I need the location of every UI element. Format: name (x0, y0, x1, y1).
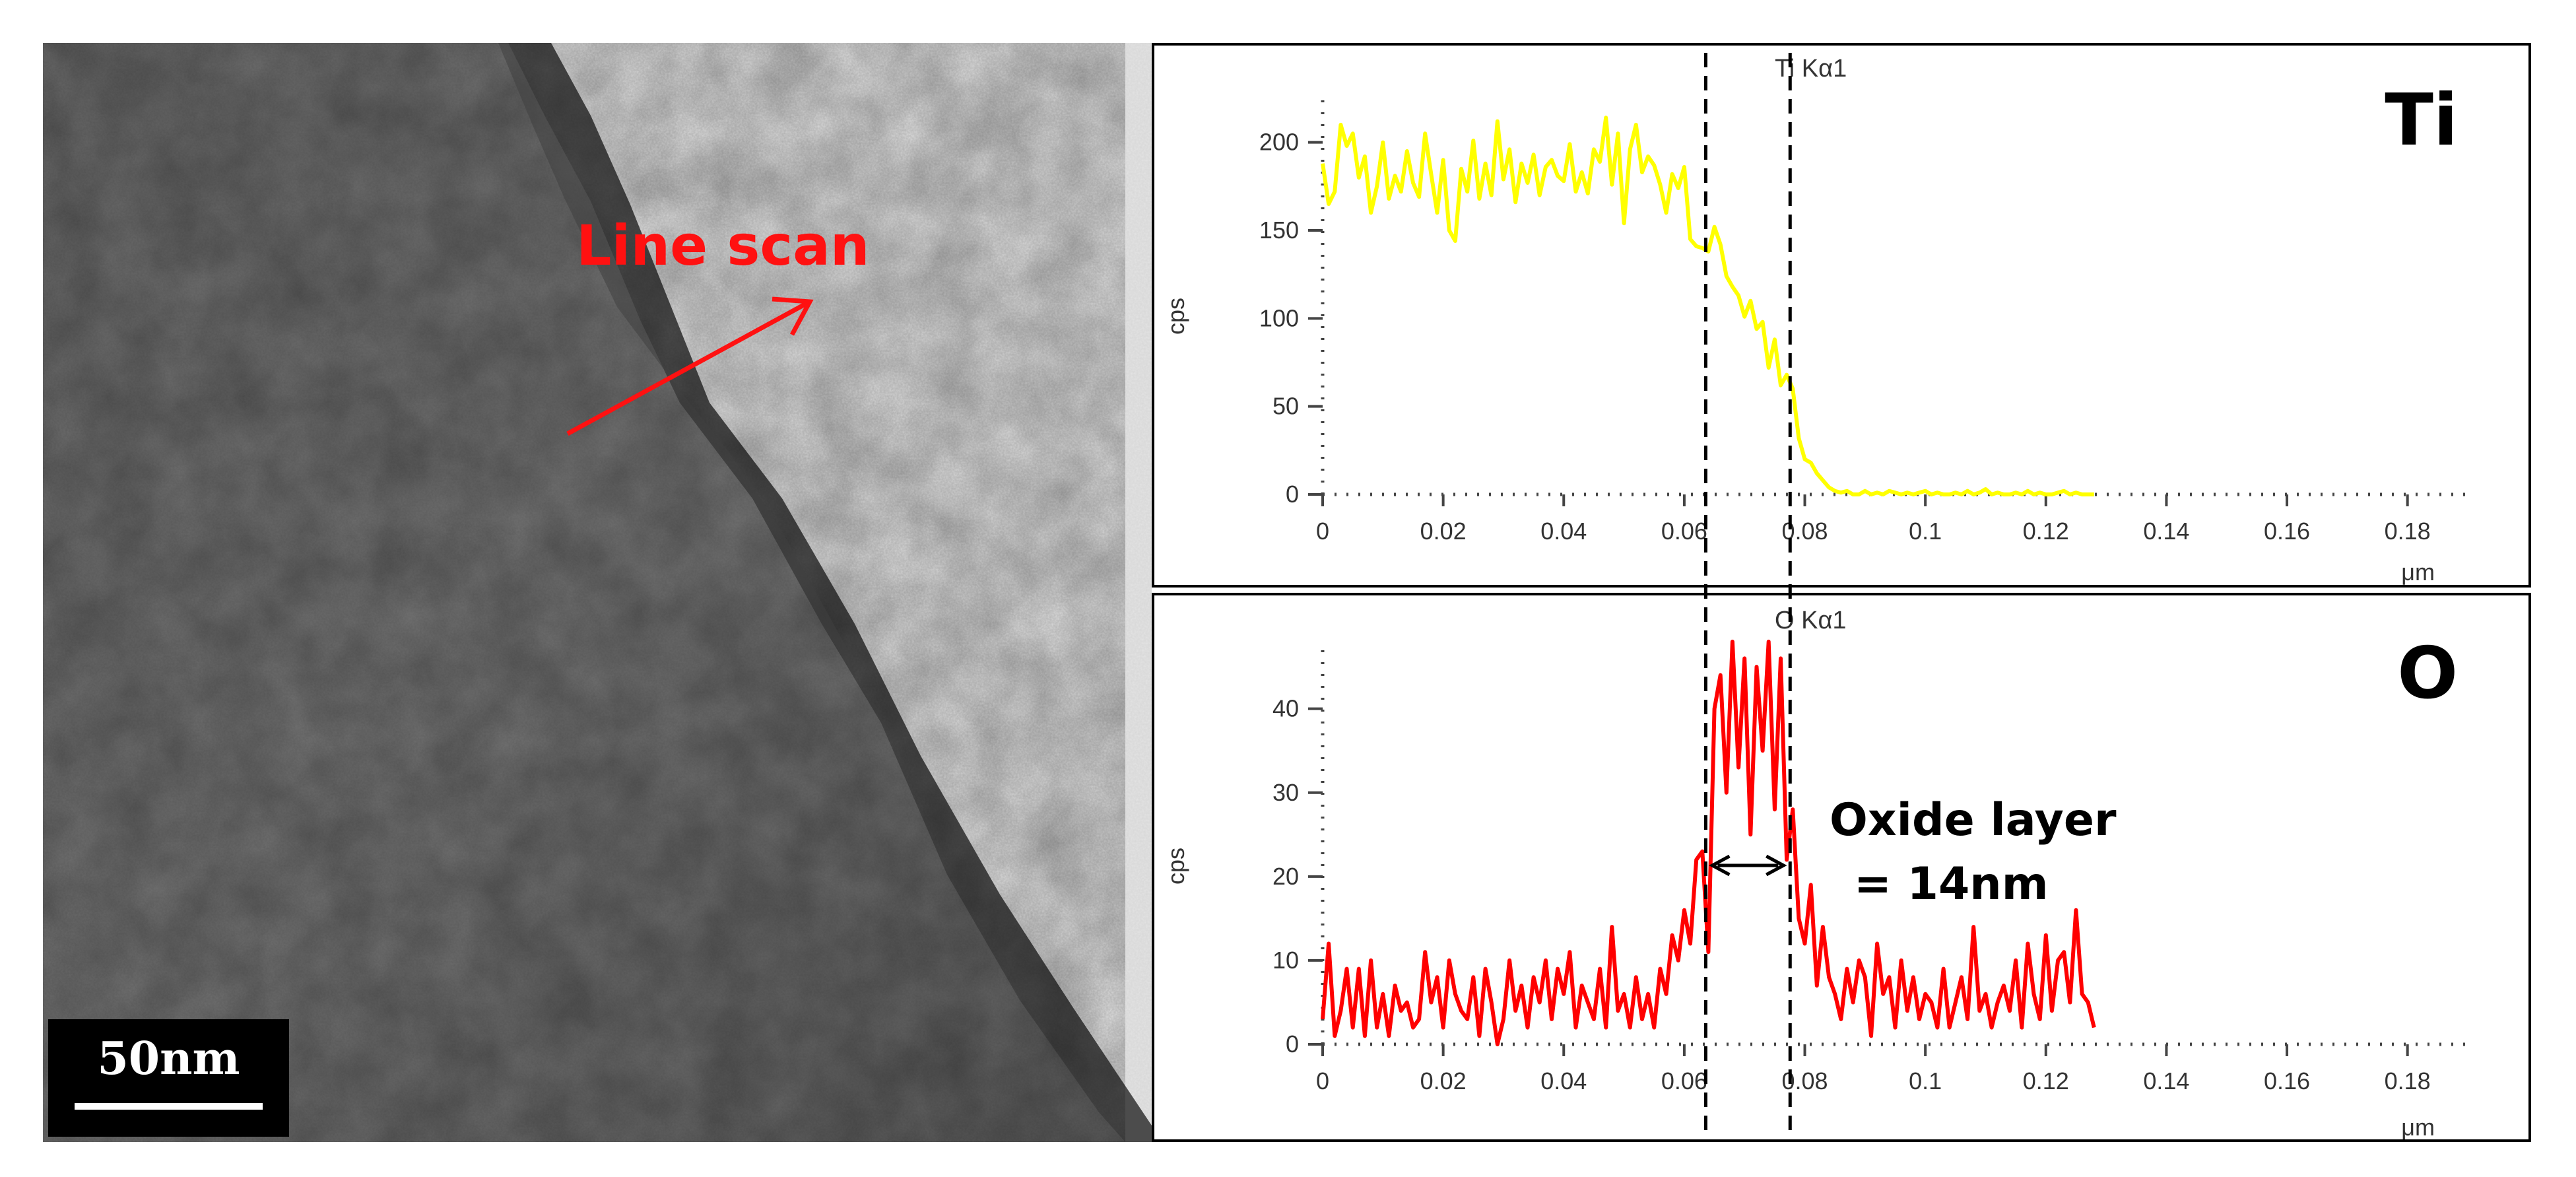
o-x-tick-label: 0.18 (2385, 1067, 2431, 1094)
o-x-tick-label: 0.16 (2264, 1067, 2310, 1094)
ti-x-tick-label: 0.1 (1909, 518, 1942, 545)
line-scan-arrow (566, 299, 811, 436)
o-linescan-chart: O Kα1 O cps μm Oxide layer = 14nm 0 0.02 0… (1152, 593, 2531, 1142)
o-peak-title: O Kα1 (1775, 607, 1847, 634)
ti-element-label: Ti (2385, 79, 2458, 162)
o-x-tick-label: 0.04 (1540, 1067, 1587, 1094)
o-y-tick-label: 0 (1286, 1030, 1299, 1058)
ti-y-tick-label: 0 (1286, 481, 1299, 508)
o-chart-svg: O Kα1 O cps μm Oxide layer = 14nm 0 0.02 0… (1162, 607, 2468, 1141)
ti-x-tick-label: 0 (1316, 518, 1329, 545)
o-element-label: O (2397, 632, 2458, 715)
ti-x-tick-label: 0.04 (1540, 518, 1587, 545)
o-x-tick-label: 0.1 (1909, 1067, 1942, 1094)
ti-chart-svg: Ti Kα1 Ti cps μm 0 0.02 0.04 0.06 0.08 0.1 0.1… (1162, 55, 2468, 586)
ti-x-tick-label: 0.14 (2143, 518, 2189, 545)
ti-x-tick-label: 0.08 (1781, 518, 1828, 545)
o-y-tick-label: 10 (1272, 947, 1299, 974)
line-scan-label: Line scan (576, 213, 870, 278)
o-x-tick-label: 0.02 (1420, 1067, 1467, 1094)
ti-y-tick-label: 200 (1259, 129, 1299, 156)
o-x-axis-unit: μm (2401, 1114, 2435, 1141)
ti-y-tick-label: 50 (1272, 393, 1299, 420)
oxide-label-line1: Oxide layer (1830, 794, 2117, 846)
ti-series-line (1321, 116, 2094, 496)
o-x-tick-label: 0.12 (2023, 1067, 2069, 1094)
ti-peak-title: Ti Kα1 (1775, 55, 1847, 83)
scale-bar-line (75, 1103, 263, 1110)
scale-bar-label: 50nm (97, 1032, 240, 1085)
ti-x-tick-label: 0.18 (2385, 518, 2431, 545)
o-y-tick-label: 30 (1272, 779, 1299, 806)
o-x-tick-label: 0.08 (1781, 1067, 1828, 1094)
ti-y-tick-label: 150 (1259, 217, 1299, 244)
ti-y-axis-label: cps (1162, 298, 1189, 335)
ti-linescan-chart: Ti Kα1 Ti cps μm 0 0.02 0.04 0.06 0.08 0.1 0.1… (1152, 43, 2531, 588)
oxide-label-line2: = 14nm (1854, 858, 2049, 910)
ti-x-tick-label: 0.12 (2023, 518, 2069, 545)
line-scan-arrowhead (772, 296, 814, 336)
ti-x-tick-label: 0.02 (1420, 518, 1467, 545)
ti-x-axis-unit: μm (2401, 558, 2435, 586)
o-series-line (1321, 640, 2096, 1046)
interface-band (498, 43, 855, 677)
ti-y-tick-label: 100 (1259, 304, 1299, 331)
ti-x-tick-label: 0.16 (2264, 518, 2310, 545)
o-x-tick-label: 0.14 (2143, 1067, 2189, 1094)
o-x-tick-label: 0.06 (1661, 1067, 1707, 1094)
o-y-tick-label: 20 (1272, 863, 1299, 890)
o-x-tick-label: 0 (1316, 1067, 1329, 1094)
tem-micrograph: Line scan 50nm (43, 43, 1152, 1142)
o-y-axis-label: cps (1162, 848, 1189, 885)
ti-x-tick-label: 0.06 (1661, 518, 1707, 545)
o-y-tick-label: 40 (1272, 695, 1299, 722)
scale-bar: 50nm (48, 1019, 289, 1137)
